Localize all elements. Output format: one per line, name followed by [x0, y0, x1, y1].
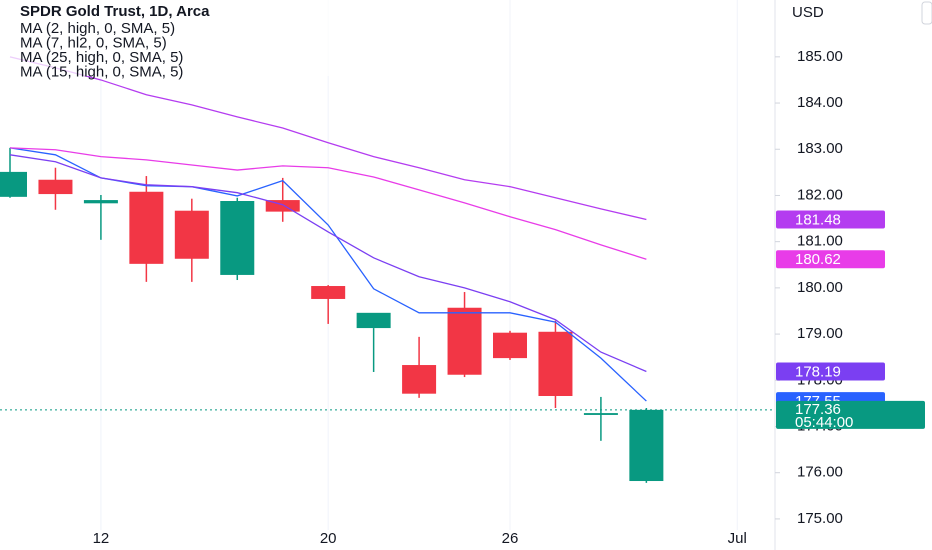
legend-entry: MA (15, high, 0, SMA, 5)	[20, 63, 183, 80]
price-tag	[776, 210, 885, 229]
legend-entry: MA (2, high, 0, SMA, 5)	[20, 20, 175, 37]
candle-body	[402, 365, 437, 394]
candle-body	[629, 409, 664, 482]
legend-bg	[0, 0, 365, 76]
price-tag-label: 178.19	[795, 363, 841, 380]
y-tick-label: 179.00	[797, 325, 843, 342]
candle-body	[493, 332, 527, 359]
y-tick-label: 184.00	[797, 94, 843, 111]
axis-button[interactable]	[921, 1, 932, 25]
y-tick-label: 175.00	[797, 510, 843, 527]
y-tick-label: 180.00	[797, 279, 843, 296]
candle-body	[265, 200, 300, 212]
chart-title: SPDR Gold Trust, 1D, Arca	[20, 3, 210, 20]
candle-body	[0, 171, 27, 197]
x-tick-label: 20	[320, 530, 337, 547]
ma-line	[9, 56, 647, 221]
candle-body	[83, 200, 118, 204]
ma-line	[9, 154, 647, 373]
candle-body	[38, 179, 73, 195]
x-tick-label: Jul	[728, 530, 747, 547]
x-tick-label: 26	[502, 530, 519, 547]
candle-body	[220, 201, 255, 275]
x-tick-label: 12	[93, 530, 110, 547]
price-tag	[776, 362, 885, 381]
y-tick-label: 181.00	[797, 233, 843, 250]
candle-body	[356, 312, 391, 329]
candle-body	[583, 413, 618, 415]
last-price-tag	[776, 400, 925, 429]
ma-line	[9, 147, 647, 260]
price-tag-label: 181.48	[795, 211, 841, 228]
candle-body	[447, 307, 482, 375]
countdown-label: 05:44:00	[795, 414, 853, 431]
legend-entry: MA (25, high, 0, SMA, 5)	[20, 49, 183, 66]
y-tick-label: 185.00	[797, 48, 843, 65]
y-tick-label: 176.00	[797, 464, 843, 481]
price-tag-label: 180.62	[795, 251, 841, 268]
y-tick-label: 182.00	[797, 186, 843, 203]
currency-label: USD	[792, 4, 824, 21]
legend-entry: MA (7, hl2, 0, SMA, 5)	[20, 34, 167, 51]
last-price-label: 177.36	[795, 401, 841, 418]
candle-body	[174, 210, 209, 259]
price-tag	[776, 250, 885, 269]
candle-body	[129, 191, 164, 264]
candle-body	[311, 286, 346, 299]
y-tick-label: 183.00	[797, 140, 843, 157]
candle-body	[538, 331, 573, 396]
